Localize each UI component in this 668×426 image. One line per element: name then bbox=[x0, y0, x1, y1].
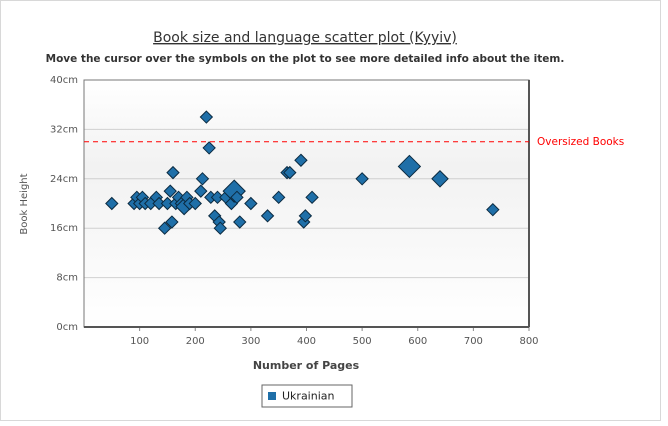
point bbox=[194, 184, 208, 198]
point bbox=[199, 110, 214, 124]
point bbox=[233, 215, 247, 229]
chart-title: Book size and language scatter plot (Kyy… bbox=[153, 30, 457, 46]
y-tick-label: 8cm bbox=[56, 273, 78, 284]
x-tick-label: 500 bbox=[353, 336, 372, 347]
point bbox=[222, 179, 246, 203]
point bbox=[397, 154, 422, 179]
point bbox=[195, 172, 210, 186]
point bbox=[271, 190, 286, 205]
y-tick-label: 24cm bbox=[50, 174, 78, 185]
point bbox=[230, 190, 244, 205]
x-tick-label: 700 bbox=[464, 336, 483, 347]
point bbox=[188, 196, 202, 211]
point bbox=[105, 196, 119, 211]
point bbox=[294, 153, 308, 167]
point bbox=[298, 209, 313, 223]
y-tick-label: 32cm bbox=[50, 124, 78, 135]
x-axis-label: Number of Pages bbox=[253, 359, 360, 372]
threshold-label: Oversized Books bbox=[537, 136, 624, 148]
point bbox=[431, 170, 449, 188]
point bbox=[166, 165, 180, 180]
chart-subtitle: Move the cursor over the symbols on the … bbox=[46, 53, 565, 65]
legend-label: Ukrainian bbox=[282, 390, 335, 403]
x-tick-label: 600 bbox=[408, 336, 427, 347]
x-tick-label: 200 bbox=[186, 336, 205, 347]
x-tick-label: 800 bbox=[519, 336, 538, 347]
point bbox=[157, 221, 172, 235]
x-tick-label: 400 bbox=[297, 336, 316, 347]
point bbox=[163, 184, 177, 198]
point bbox=[244, 196, 258, 211]
legend-box bbox=[261, 384, 353, 408]
x-tick-label: 300 bbox=[241, 336, 260, 347]
x-tick-label: 100 bbox=[130, 336, 149, 347]
point bbox=[486, 202, 500, 217]
y-tick-label: 16cm bbox=[50, 223, 78, 234]
y-tick-label: 0cm bbox=[56, 322, 78, 333]
point bbox=[305, 190, 319, 205]
point bbox=[165, 215, 179, 229]
point bbox=[202, 141, 216, 155]
point bbox=[213, 221, 227, 235]
point bbox=[260, 209, 275, 223]
point bbox=[355, 172, 369, 186]
point bbox=[283, 165, 297, 180]
y-tick-label: 40cm bbox=[50, 75, 78, 86]
y-axis-label: Book Height bbox=[19, 173, 30, 234]
legend-swatch bbox=[268, 392, 276, 400]
